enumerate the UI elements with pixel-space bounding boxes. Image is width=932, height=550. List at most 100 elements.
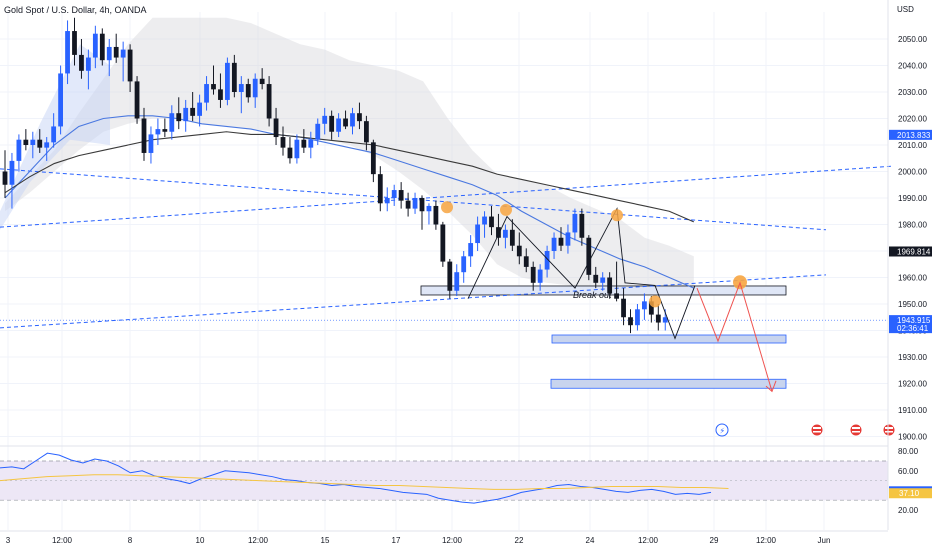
us-flag-icon: [849, 423, 863, 437]
candle-body: [51, 126, 57, 143]
candle-body: [364, 121, 369, 143]
candle-body: [544, 251, 550, 270]
candle-body: [655, 314, 661, 323]
candle-body: [412, 198, 418, 209]
candle-body: [482, 216, 487, 225]
pivot-marker: [500, 203, 512, 216]
candle-body: [572, 213, 578, 233]
rsi-panel: [0, 452, 888, 504]
candle-body: [391, 190, 397, 198]
candle-body: [551, 237, 557, 251]
candles: [2, 17, 668, 334]
candle-body: [336, 118, 341, 132]
candle-body: [58, 73, 63, 127]
candle-body: [9, 160, 15, 185]
candle-body: [440, 224, 446, 262]
candle-body: [44, 142, 50, 148]
price-tick: 1980.00: [898, 221, 927, 230]
candle-body: [357, 113, 362, 122]
candle-body: [600, 277, 606, 283]
candle-body: [593, 274, 599, 283]
candle-body: [190, 107, 196, 116]
candle-body: [433, 205, 439, 225]
candle-body: [155, 129, 161, 135]
candle-body: [468, 243, 474, 257]
candle-body: [586, 237, 592, 275]
price-tick: 2020.00: [898, 115, 927, 124]
candle-body: [245, 84, 251, 98]
candle-body: [537, 269, 543, 283]
candle-body: [72, 31, 77, 55]
time-tick: 17: [392, 536, 401, 545]
candle-body: [461, 256, 467, 273]
candle-body: [370, 142, 376, 175]
candle-body: [621, 298, 626, 318]
rsi-tick: 60.00: [898, 467, 919, 476]
candle-body: [426, 205, 432, 212]
candle-body: [308, 139, 314, 148]
candle-body: [148, 134, 154, 153]
candle-body: [377, 174, 383, 204]
candle-body: [134, 81, 140, 119]
flag-stripe: [885, 427, 893, 429]
candle-body: [454, 272, 460, 291]
symbol-title[interactable]: Gold Spot / U.S. Dollar, 4h, OANDA: [4, 5, 147, 15]
candle-body: [405, 200, 411, 209]
price-tick: 1930.00: [898, 353, 927, 362]
flag-stripe: [813, 427, 821, 429]
pattern-zigzag: [467, 207, 696, 340]
price-tag: [889, 315, 932, 334]
candle-body: [503, 229, 508, 238]
candle-body: [350, 113, 355, 127]
price-tick: 1900.00: [898, 433, 927, 442]
candle-body: [516, 245, 522, 257]
rsi-ma-line: [0, 474, 729, 490]
candle-body: [30, 139, 36, 145]
candle-body: [384, 198, 390, 204]
candle-body: [475, 224, 480, 244]
rsi-tick: 80.00: [898, 447, 919, 456]
price-axis: 2050.00 2040.00 2030.00 2020.00 2010.00 2000.…: [887, 0, 932, 530]
price-tick: 1960.00: [898, 274, 927, 283]
candle-body: [579, 213, 585, 238]
candle-body: [141, 118, 147, 153]
time-tick: 12:00: [638, 536, 659, 545]
candle-body: [273, 118, 279, 138]
candle-body: [509, 229, 515, 246]
time-tick: 3: [6, 536, 11, 545]
flag-stripe: [852, 427, 860, 429]
pivot-marker: [441, 201, 453, 214]
price-tick: 1920.00: [898, 380, 927, 389]
price-tick: 2030.00: [898, 88, 927, 97]
support-zone-1: [551, 334, 787, 344]
candle-body: [280, 137, 286, 148]
time-tick: 12:00: [756, 536, 777, 545]
candle-body: [37, 139, 43, 148]
lightning-icon: ⚡: [720, 427, 726, 436]
price-tag-label: 1969.814: [897, 247, 931, 256]
projection-path: [696, 281, 773, 392]
candle-body: [231, 62, 237, 92]
candle-body: [169, 113, 175, 132]
candle-body: [2, 171, 8, 185]
time-axis: 3 12:00 8 10 12:00 15 17 12:00 22 24 12:00 29 12:00 J…: [0, 530, 888, 545]
time-tick: 24: [586, 536, 595, 545]
candle-body: [218, 89, 223, 100]
candle-body: [127, 49, 133, 82]
candle-body: [113, 46, 119, 58]
us-flag-icon: [882, 423, 896, 437]
candle-body: [294, 139, 300, 159]
candle-body: [301, 139, 307, 148]
candle-body: [238, 84, 244, 92]
candle-body: [183, 107, 189, 122]
moving-averages: [4, 115, 695, 289]
candle-body: [259, 78, 265, 85]
currency-label[interactable]: USD: [897, 5, 914, 14]
annotations: Break out ⚡: [441, 201, 896, 437]
breakout-zone: [420, 285, 787, 296]
price-tick: 1990.00: [898, 194, 927, 203]
candle-body: [628, 317, 633, 326]
price-tick: 2050.00: [898, 35, 927, 44]
candle-body: [225, 62, 230, 100]
